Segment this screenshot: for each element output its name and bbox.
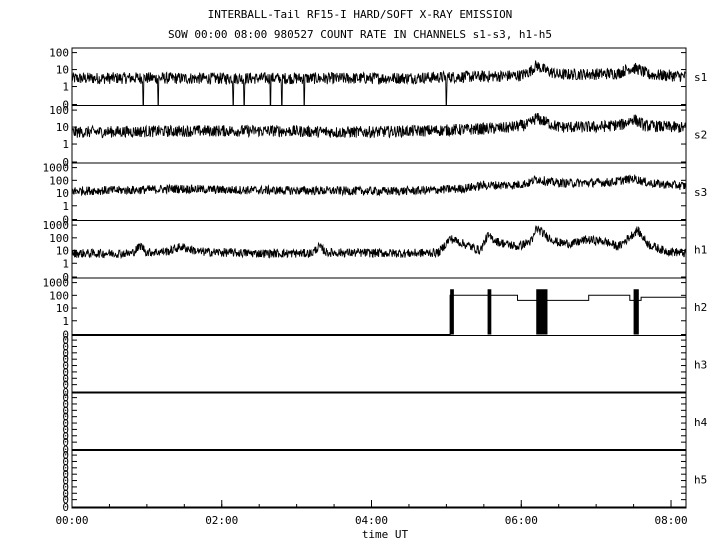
series-line-s3	[71, 174, 687, 197]
y-tick-label: 1000	[43, 162, 70, 175]
y-tick-label: 0	[62, 99, 69, 112]
y-tick-label: 0	[62, 372, 69, 385]
panel-label: s1	[694, 71, 707, 84]
panel-label: s3	[694, 186, 707, 199]
series-line-s1	[71, 60, 686, 105]
y-tick-label: 0	[62, 449, 69, 462]
y-tick-label: 0	[62, 379, 69, 392]
y-tick-label: 1000	[43, 219, 70, 232]
y-tick-label: 0	[62, 462, 69, 475]
y-tick-label: 0	[62, 501, 69, 514]
panel-frame	[71, 335, 687, 394]
y-tick-label: 0	[62, 487, 69, 500]
y-tick-label: 0	[62, 366, 69, 379]
y-tick-label: 0	[62, 430, 69, 443]
y-tick-label: 0	[62, 455, 69, 468]
y-tick-label: 100	[49, 104, 69, 117]
burst-mark	[487, 289, 492, 335]
y-tick-label: 0	[62, 417, 69, 430]
panel-frame	[71, 450, 687, 509]
burst-mark	[536, 289, 548, 335]
panel-label: h4	[694, 416, 708, 429]
y-tick-label: 100	[49, 47, 69, 60]
y-tick-label: 1	[62, 138, 69, 151]
y-tick-label: 0	[62, 398, 69, 411]
panel-label: h3	[694, 358, 707, 371]
y-tick-label: 10	[56, 302, 69, 315]
y-tick-label: 0	[62, 494, 69, 507]
y-tick-label: 0	[62, 404, 69, 417]
x-axis-label: time UT	[362, 528, 409, 541]
y-tick-label: 0	[62, 347, 69, 360]
y-tick-label: 0	[62, 392, 69, 405]
chart-subtitle: SOW 00:00 08:00 980527 COUNT RATE IN CHA…	[167, 28, 553, 41]
y-tick-label: 0	[62, 214, 69, 227]
x-tick-label: 06:00	[505, 514, 538, 527]
y-tick-label: 10	[56, 64, 69, 77]
series-line-h1	[71, 224, 687, 260]
y-tick-label: 0	[62, 353, 69, 366]
y-tick-label: 100	[49, 232, 69, 245]
y-tick-label: 1	[62, 81, 69, 94]
panel-frame	[71, 277, 687, 336]
y-tick-label: 10	[56, 121, 69, 134]
panel-label: s2	[694, 128, 707, 141]
panel-label: h1	[694, 243, 707, 256]
panel-label: h5	[694, 473, 707, 486]
y-tick-label: 1	[62, 315, 69, 328]
burst-mark	[633, 289, 639, 335]
y-tick-label: 10	[56, 245, 69, 258]
y-tick-label: 0	[62, 329, 69, 342]
y-tick-label: 0	[62, 360, 69, 373]
series-line-h2	[72, 294, 686, 335]
y-tick-label: 1	[62, 257, 69, 270]
y-tick-label: 10	[56, 187, 69, 200]
series-line-s2	[71, 112, 687, 139]
y-tick-label: 0	[62, 475, 69, 488]
y-tick-label: 0	[62, 411, 69, 424]
chart-title: INTERBALL-Tail RF15-I HARD/SOFT X-RAY EM…	[207, 8, 513, 21]
y-tick-label: 0	[62, 340, 69, 353]
panel-frame	[71, 392, 687, 451]
y-tick-label: 1000	[43, 277, 70, 290]
y-tick-label: 0	[62, 271, 69, 284]
x-tick-label: 04:00	[355, 514, 388, 527]
y-tick-label: 100	[49, 174, 69, 187]
panel-label: h2	[694, 301, 707, 314]
y-tick-label: 0	[62, 423, 69, 436]
burst-mark	[450, 289, 454, 335]
x-tick-label: 08:00	[654, 514, 687, 527]
y-tick-label: 0	[62, 156, 69, 169]
y-tick-label: 0	[62, 386, 69, 399]
y-tick-label: 0	[62, 334, 69, 347]
y-tick-label: 0	[62, 444, 69, 457]
y-tick-label: 0	[62, 468, 69, 481]
y-tick-label: 0	[62, 481, 69, 494]
x-tick-label: 00:00	[55, 514, 88, 527]
y-tick-label: 100	[49, 289, 69, 302]
x-tick-label: 02:00	[205, 514, 238, 527]
y-tick-label: 1	[62, 200, 69, 213]
y-tick-label: 0	[62, 436, 69, 449]
